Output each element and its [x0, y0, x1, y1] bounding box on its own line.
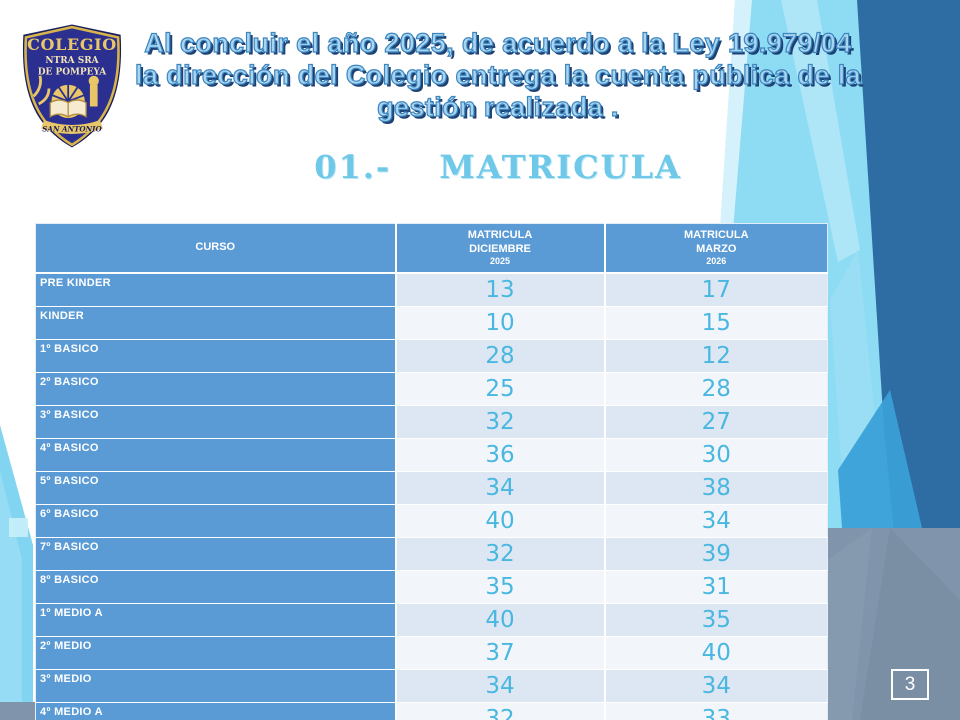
curso-cell: KINDER: [35, 306, 396, 340]
diciembre-cell: 40: [394, 504, 605, 538]
crest-emblem: [32, 75, 99, 118]
diciembre-cell: 25: [394, 372, 605, 406]
header-curso: CURSO: [35, 223, 396, 274]
table-row: 3º BASICO 32 27: [35, 405, 828, 439]
header-year: 2025: [489, 255, 511, 266]
table-row: 3º MEDIO 34 34: [35, 669, 828, 703]
table-row: PRE KINDER 13 17: [35, 272, 828, 307]
table-row: 5º BASICO 34 38: [35, 471, 828, 505]
crest-text-de-pompeya: DE POMPEYA: [38, 67, 108, 77]
marzo-cell: 15: [603, 306, 828, 340]
curso-cell: 2º MEDIO: [35, 636, 396, 670]
title-line-2: la dirección del Colegio entrega la cuen…: [134, 59, 862, 90]
table-row: 2º MEDIO 37 40: [35, 636, 828, 670]
slide-title: Al concluir el año 2025, de acuerdo a la…: [128, 27, 868, 123]
diciembre-cell: 36: [394, 438, 605, 472]
marzo-cell: 28: [603, 372, 828, 406]
marzo-cell: 34: [603, 669, 828, 703]
header-title: CURSO: [195, 241, 236, 254]
table-row: 4º MEDIO A 32 33: [35, 702, 828, 720]
header-matricula-diciembre: MATRICULA DICIEMBRE 2025: [394, 223, 605, 274]
page-number: 3: [891, 669, 929, 700]
curso-cell: 4º MEDIO A: [35, 702, 396, 720]
marzo-cell: 38: [603, 471, 828, 505]
table-row: 7º BASICO 32 39: [35, 537, 828, 571]
diciembre-cell: 34: [394, 471, 605, 505]
diciembre-cell: 40: [394, 603, 605, 637]
table-row: 2º BASICO 25 28: [35, 372, 828, 406]
table-row: 4º BASICO 36 30: [35, 438, 828, 472]
curso-cell: 6º BASICO: [35, 504, 396, 538]
curso-cell: PRE KINDER: [35, 272, 396, 307]
curso-cell: 8º BASICO: [35, 570, 396, 604]
header-title: MATRICULA: [683, 229, 749, 242]
marzo-cell: 31: [603, 570, 828, 604]
diciembre-cell: 13: [394, 272, 605, 307]
diciembre-cell: 10: [394, 306, 605, 340]
header-matricula-marzo: MATRICULA MARZO 2026: [603, 223, 828, 274]
matricula-table: CURSO MATRICULA DICIEMBRE 2025 MATRICULA…: [35, 223, 828, 720]
diciembre-cell: 28: [394, 339, 605, 373]
marzo-cell: 27: [603, 405, 828, 439]
section-heading: 01.- MATRICULA: [128, 148, 868, 186]
marzo-cell: 33: [603, 702, 828, 720]
curso-cell: 4º BASICO: [35, 438, 396, 472]
diciembre-cell: 37: [394, 636, 605, 670]
table-row: 1º BASICO 28 12: [35, 339, 828, 373]
table-body: PRE KINDER 13 17 KINDER 10 15 1º BASICO 28 12 2º …: [35, 272, 828, 720]
curso-cell: 1º BASICO: [35, 339, 396, 373]
diciembre-cell: 32: [394, 405, 605, 439]
crest-text-ntra-sra: NTRA SRA: [45, 56, 99, 66]
curso-cell: 3º BASICO: [35, 405, 396, 439]
marzo-cell: 35: [603, 603, 828, 637]
diciembre-cell: 34: [394, 669, 605, 703]
table-header: CURSO MATRICULA DICIEMBRE 2025 MATRICULA…: [35, 223, 828, 274]
marzo-cell: 17: [603, 272, 828, 307]
diciembre-cell: 32: [394, 702, 605, 720]
curso-cell: 5º BASICO: [35, 471, 396, 505]
header-sub: DICIEMBRE: [469, 243, 531, 256]
table-row: 1º MEDIO A 40 35: [35, 603, 828, 637]
marzo-cell: 12: [603, 339, 828, 373]
marzo-cell: 39: [603, 537, 828, 571]
curso-cell: 7º BASICO: [35, 537, 396, 571]
section-label: MATRICULA: [439, 148, 682, 186]
diciembre-cell: 32: [394, 537, 605, 571]
curso-cell: 3º MEDIO: [35, 669, 396, 703]
marzo-cell: 34: [603, 504, 828, 538]
curso-cell: 2º BASICO: [35, 372, 396, 406]
marzo-cell: 30: [603, 438, 828, 472]
crest-banner-san-antonio: SAN ANTONIO: [42, 124, 102, 133]
school-crest-logo: COLEGIO NTRA SRA DE POMPEYA SAN ANTONIO: [22, 24, 122, 148]
title-line-1: Al concluir el año 2025, de acuerdo a la…: [144, 27, 852, 58]
header-year: 2026: [706, 255, 727, 266]
table-row: 8º BASICO 35 31: [35, 570, 828, 604]
section-number: 01.-: [314, 148, 392, 186]
title-line-3: gestión realizada .: [377, 91, 619, 122]
table-row: 6º BASICO 40 34: [35, 504, 828, 538]
marzo-cell: 40: [603, 636, 828, 670]
table-row: KINDER 10 15: [35, 306, 828, 340]
header-title: MATRICULA: [467, 229, 533, 242]
diciembre-cell: 35: [394, 570, 605, 604]
curso-cell: 1º MEDIO A: [35, 603, 396, 637]
header-sub: MARZO: [696, 243, 737, 256]
crest-text-colegio: COLEGIO: [27, 35, 117, 54]
